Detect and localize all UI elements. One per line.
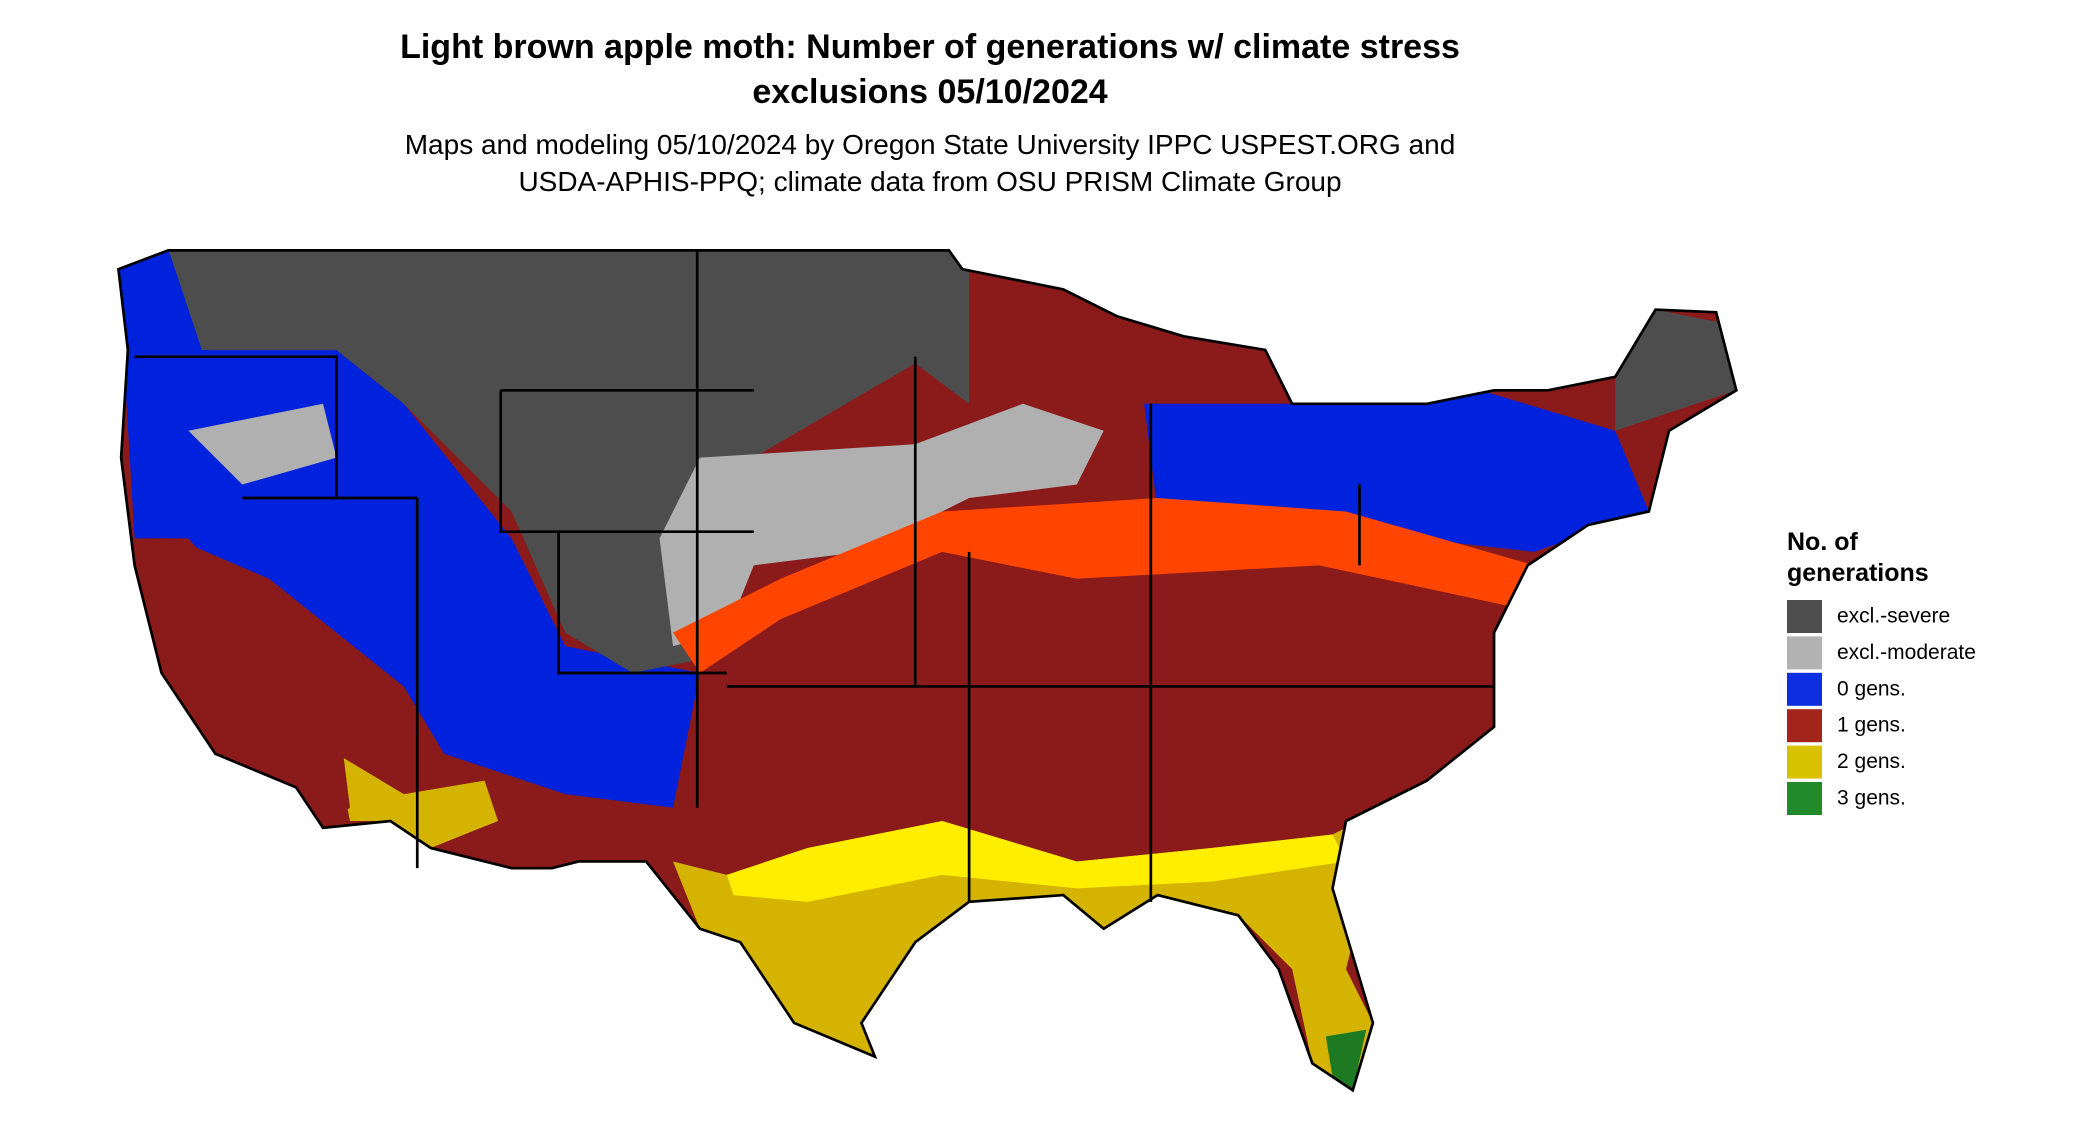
legend: excl.-severe excl.-moderate 0 gens. 1 gens.…	[1787, 600, 1976, 815]
legend-swatch	[1787, 672, 1822, 706]
legend-title-line: generations	[1787, 559, 1929, 587]
us-map	[116, 249, 1738, 1093]
legend-label: excl.-severe	[1837, 605, 1950, 628]
subtitle-line: USDA-APHIS-PPQ; climate data from OSU PR…	[518, 166, 1341, 197]
title-line: Light brown apple moth: Number of genera…	[400, 28, 1460, 66]
legend-swatch	[1787, 709, 1822, 743]
legend-label: 2 gens.	[1837, 750, 1906, 773]
legend-label: 0 gens.	[1837, 677, 1906, 700]
legend-label: 3 gens.	[1837, 787, 1906, 810]
legend-label: 1 gens.	[1837, 714, 1906, 737]
legend-label: excl.-moderate	[1837, 641, 1976, 664]
legend-swatch	[1787, 636, 1822, 670]
title-line: exclusions 05/10/2024	[752, 73, 1107, 111]
legend-swatch	[1787, 745, 1822, 779]
legend-swatch	[1787, 782, 1822, 815]
legend-title-line: No. of	[1787, 528, 1858, 556]
legend-swatch	[1787, 600, 1822, 633]
subtitle-line: Maps and modeling 05/10/2024 by Oregon S…	[405, 129, 1456, 160]
